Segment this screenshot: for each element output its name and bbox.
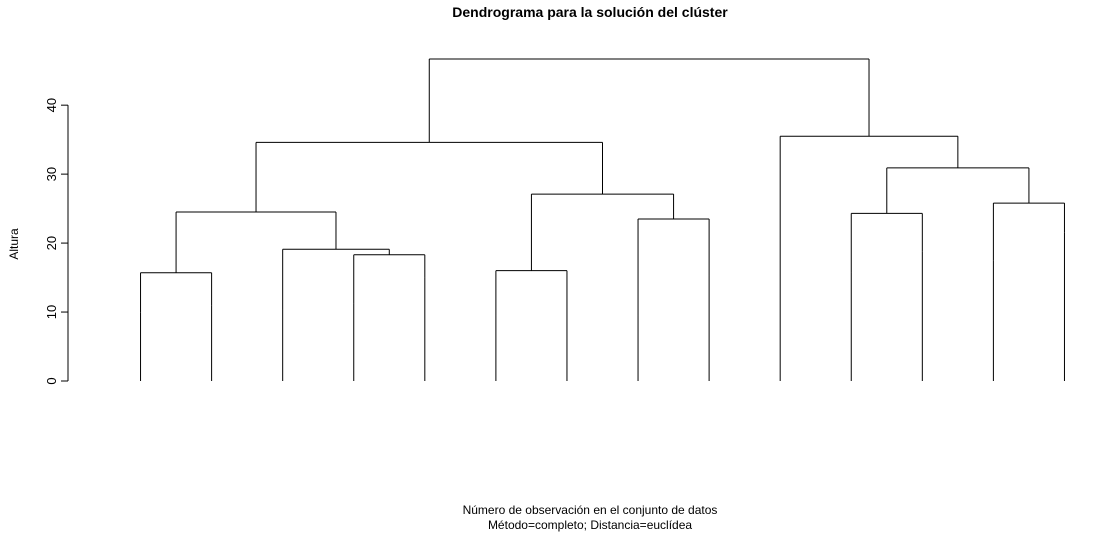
y-tick-label: 40	[44, 98, 59, 112]
y-tick-label: 0	[44, 377, 59, 384]
y-axis-label: Altura	[7, 228, 21, 260]
y-tick-label: 20	[44, 236, 59, 250]
chart-title: Dendrograma para la solución del clúster	[452, 4, 728, 20]
y-tick-label: 30	[44, 167, 59, 181]
x-axis-label: Método=completo; Distancia=euclídea	[488, 518, 692, 532]
y-tick-label: 10	[44, 305, 59, 319]
x-axis-label: Número de observación en el conjunto de …	[463, 503, 718, 517]
